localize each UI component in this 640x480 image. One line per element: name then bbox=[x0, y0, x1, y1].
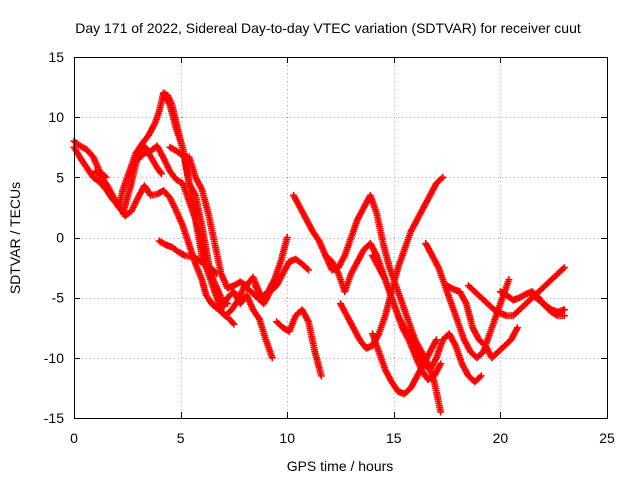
series-arc-12 bbox=[290, 191, 445, 416]
x-axis-title: GPS time / hours bbox=[287, 458, 394, 474]
data-point bbox=[213, 270, 221, 278]
data-point bbox=[317, 372, 325, 380]
y-tick-label: -5 bbox=[52, 290, 65, 306]
x-tick-labels: 0 5 10 15 20 25 bbox=[70, 430, 615, 446]
data-point bbox=[432, 336, 440, 344]
series-arc-18 bbox=[443, 282, 521, 362]
data-point bbox=[513, 324, 521, 332]
data-points bbox=[70, 89, 568, 416]
x-tick-label: 25 bbox=[599, 430, 615, 446]
data-point bbox=[560, 306, 568, 314]
series-arc-21 bbox=[528, 291, 568, 316]
y-tick-label: 5 bbox=[56, 169, 64, 185]
data-point bbox=[560, 264, 568, 272]
x-tick-label: 0 bbox=[70, 430, 78, 446]
axis-ticks bbox=[74, 57, 608, 419]
series-arc-11 bbox=[273, 306, 325, 380]
y-tick-label: -15 bbox=[44, 410, 64, 426]
data-point bbox=[283, 234, 291, 241]
x-tick-label: 15 bbox=[386, 430, 402, 446]
x-tick-label: 20 bbox=[493, 430, 509, 446]
data-point bbox=[560, 312, 568, 320]
data-point bbox=[230, 320, 238, 328]
grid bbox=[74, 57, 607, 418]
y-tick-label: 10 bbox=[48, 109, 64, 125]
series-arc-14 bbox=[337, 173, 447, 352]
data-point bbox=[477, 372, 485, 380]
y-tick-label: -10 bbox=[44, 350, 64, 366]
data-point bbox=[268, 354, 276, 362]
series-arc-15 bbox=[368, 252, 485, 386]
data-point bbox=[437, 408, 445, 416]
series-arc-6 bbox=[160, 89, 276, 362]
y-tick-labels: -15 -10 -5 0 5 10 15 bbox=[44, 49, 64, 426]
series-arc-16 bbox=[368, 330, 440, 398]
series-arc-8 bbox=[155, 237, 221, 278]
data-point bbox=[157, 170, 165, 178]
data-point bbox=[156, 168, 164, 176]
x-tick-label: 5 bbox=[177, 430, 185, 446]
data-point bbox=[437, 360, 445, 368]
y-axis-title: SDTVAR / TECUs bbox=[7, 182, 23, 294]
data-point bbox=[505, 276, 513, 284]
x-tick-label: 10 bbox=[279, 430, 295, 446]
series-arc-19 bbox=[464, 264, 568, 320]
chart-title: Day 171 of 2022, Sidereal Day-to-day VTE… bbox=[75, 20, 581, 36]
series-arc-10 bbox=[251, 234, 291, 302]
y-tick-label: 0 bbox=[56, 230, 64, 246]
data-point bbox=[305, 266, 313, 274]
y-tick-label: 15 bbox=[48, 49, 64, 65]
data-point bbox=[439, 173, 447, 181]
